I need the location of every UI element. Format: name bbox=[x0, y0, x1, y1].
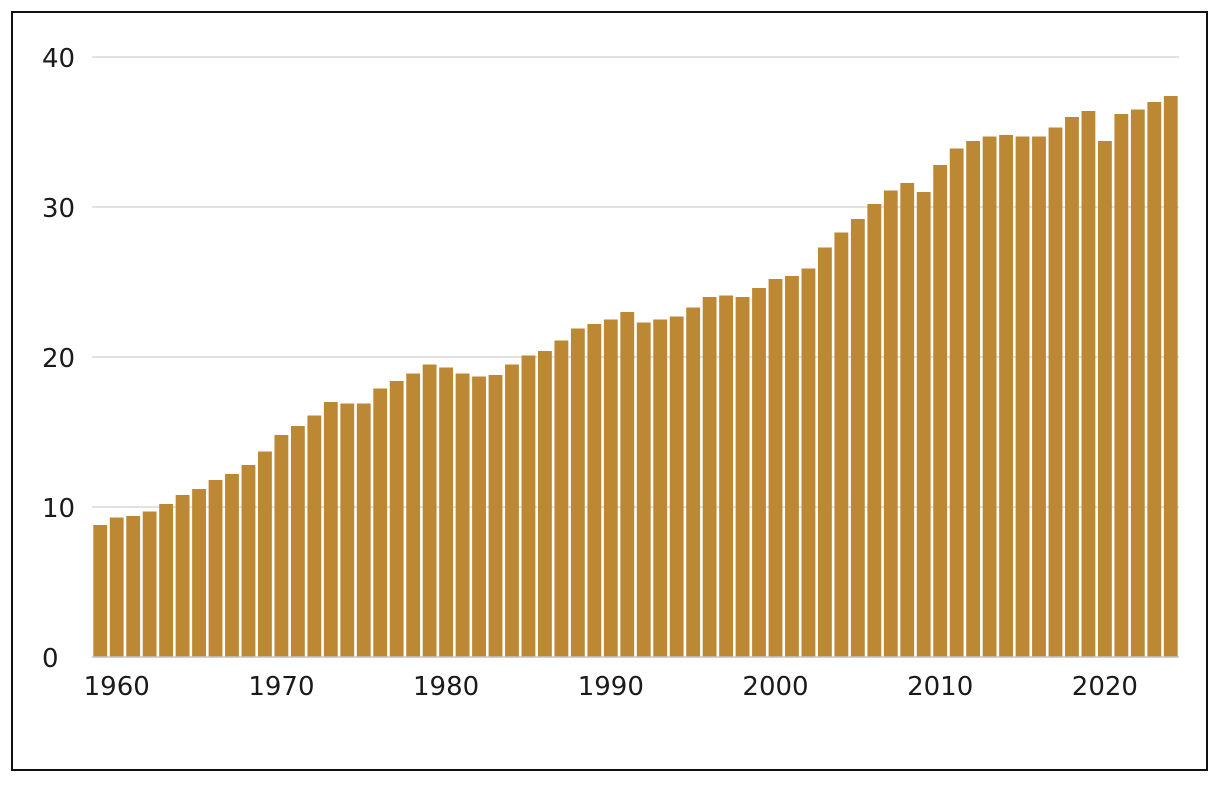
gridlines bbox=[92, 56, 1179, 508]
bar bbox=[290, 426, 305, 657]
bar bbox=[636, 322, 651, 657]
bar bbox=[225, 474, 239, 657]
bar bbox=[817, 247, 832, 657]
x-tick-label: 2020 bbox=[1072, 672, 1138, 702]
bar bbox=[505, 364, 519, 657]
x-tick-label: 2010 bbox=[907, 672, 973, 702]
bar bbox=[554, 340, 569, 657]
bar bbox=[521, 355, 536, 657]
bar bbox=[1048, 127, 1063, 657]
x-tick-label: 1980 bbox=[413, 672, 479, 702]
bar bbox=[883, 190, 898, 657]
bar bbox=[933, 165, 948, 657]
bar bbox=[719, 295, 734, 657]
bar bbox=[735, 297, 750, 657]
bar bbox=[603, 319, 618, 657]
bar bbox=[570, 328, 585, 657]
bar bbox=[340, 403, 355, 657]
bar bbox=[389, 381, 404, 657]
bar bbox=[620, 312, 635, 657]
y-tick-label: 10 bbox=[42, 494, 75, 524]
bars bbox=[93, 96, 1178, 657]
bar bbox=[1163, 96, 1178, 657]
bar bbox=[126, 516, 141, 657]
bar bbox=[999, 135, 1013, 657]
bar bbox=[966, 141, 981, 657]
bar bbox=[900, 183, 915, 657]
bar bbox=[768, 279, 783, 657]
bar bbox=[1065, 117, 1079, 657]
bar bbox=[488, 375, 503, 657]
bar bbox=[439, 367, 454, 657]
bar bbox=[373, 388, 388, 657]
bar bbox=[109, 517, 124, 657]
bar bbox=[1114, 114, 1129, 657]
bar bbox=[916, 192, 931, 657]
bar bbox=[208, 480, 223, 657]
bar bbox=[1097, 141, 1112, 657]
bar bbox=[307, 415, 322, 657]
bar bbox=[422, 364, 437, 657]
axes: 0 10 20 30 40 1960 1970 1980 1990 2000 2010 2020 bbox=[42, 44, 1179, 702]
bar bbox=[93, 525, 108, 657]
bar bbox=[850, 219, 865, 657]
bar bbox=[1147, 102, 1162, 657]
bar bbox=[258, 451, 272, 657]
bar bbox=[702, 297, 717, 657]
bar-chart: 0 10 20 30 40 1960 1970 1980 1990 2000 2010 2020 bbox=[42, 44, 1179, 702]
bar bbox=[1015, 136, 1030, 657]
bar bbox=[537, 351, 552, 657]
bar bbox=[323, 402, 338, 657]
bar bbox=[587, 324, 602, 657]
bar bbox=[175, 495, 190, 657]
bar bbox=[1130, 109, 1145, 657]
bar bbox=[1081, 111, 1096, 657]
bar bbox=[274, 435, 289, 657]
bar bbox=[785, 276, 799, 657]
x-tick-label: 1960 bbox=[84, 672, 150, 702]
bar bbox=[801, 268, 816, 657]
y-tick-label: 30 bbox=[42, 194, 75, 224]
x-tick-label: 2000 bbox=[742, 672, 808, 702]
bar bbox=[1032, 136, 1046, 657]
bar bbox=[356, 403, 371, 657]
bar bbox=[241, 465, 256, 657]
bar bbox=[867, 204, 882, 657]
bar bbox=[406, 373, 421, 657]
bar bbox=[455, 373, 470, 657]
bar bbox=[653, 319, 668, 657]
bar bbox=[669, 316, 684, 657]
bar bbox=[472, 376, 486, 657]
x-tick-label: 1990 bbox=[578, 672, 644, 702]
bar bbox=[159, 504, 174, 657]
bar bbox=[686, 307, 701, 657]
y-tick-label: 0 bbox=[42, 644, 59, 674]
y-tick-label: 40 bbox=[42, 44, 75, 74]
bar bbox=[752, 288, 766, 657]
bar bbox=[834, 232, 849, 657]
bar bbox=[982, 136, 997, 657]
bar bbox=[192, 489, 206, 657]
chart-frame: 0 10 20 30 40 1960 1970 1980 1990 2000 2010 2020 bbox=[11, 11, 1208, 771]
x-tick-label: 1970 bbox=[248, 672, 314, 702]
bar bbox=[949, 148, 964, 657]
bar bbox=[142, 511, 157, 657]
y-tick-label: 20 bbox=[42, 344, 75, 374]
